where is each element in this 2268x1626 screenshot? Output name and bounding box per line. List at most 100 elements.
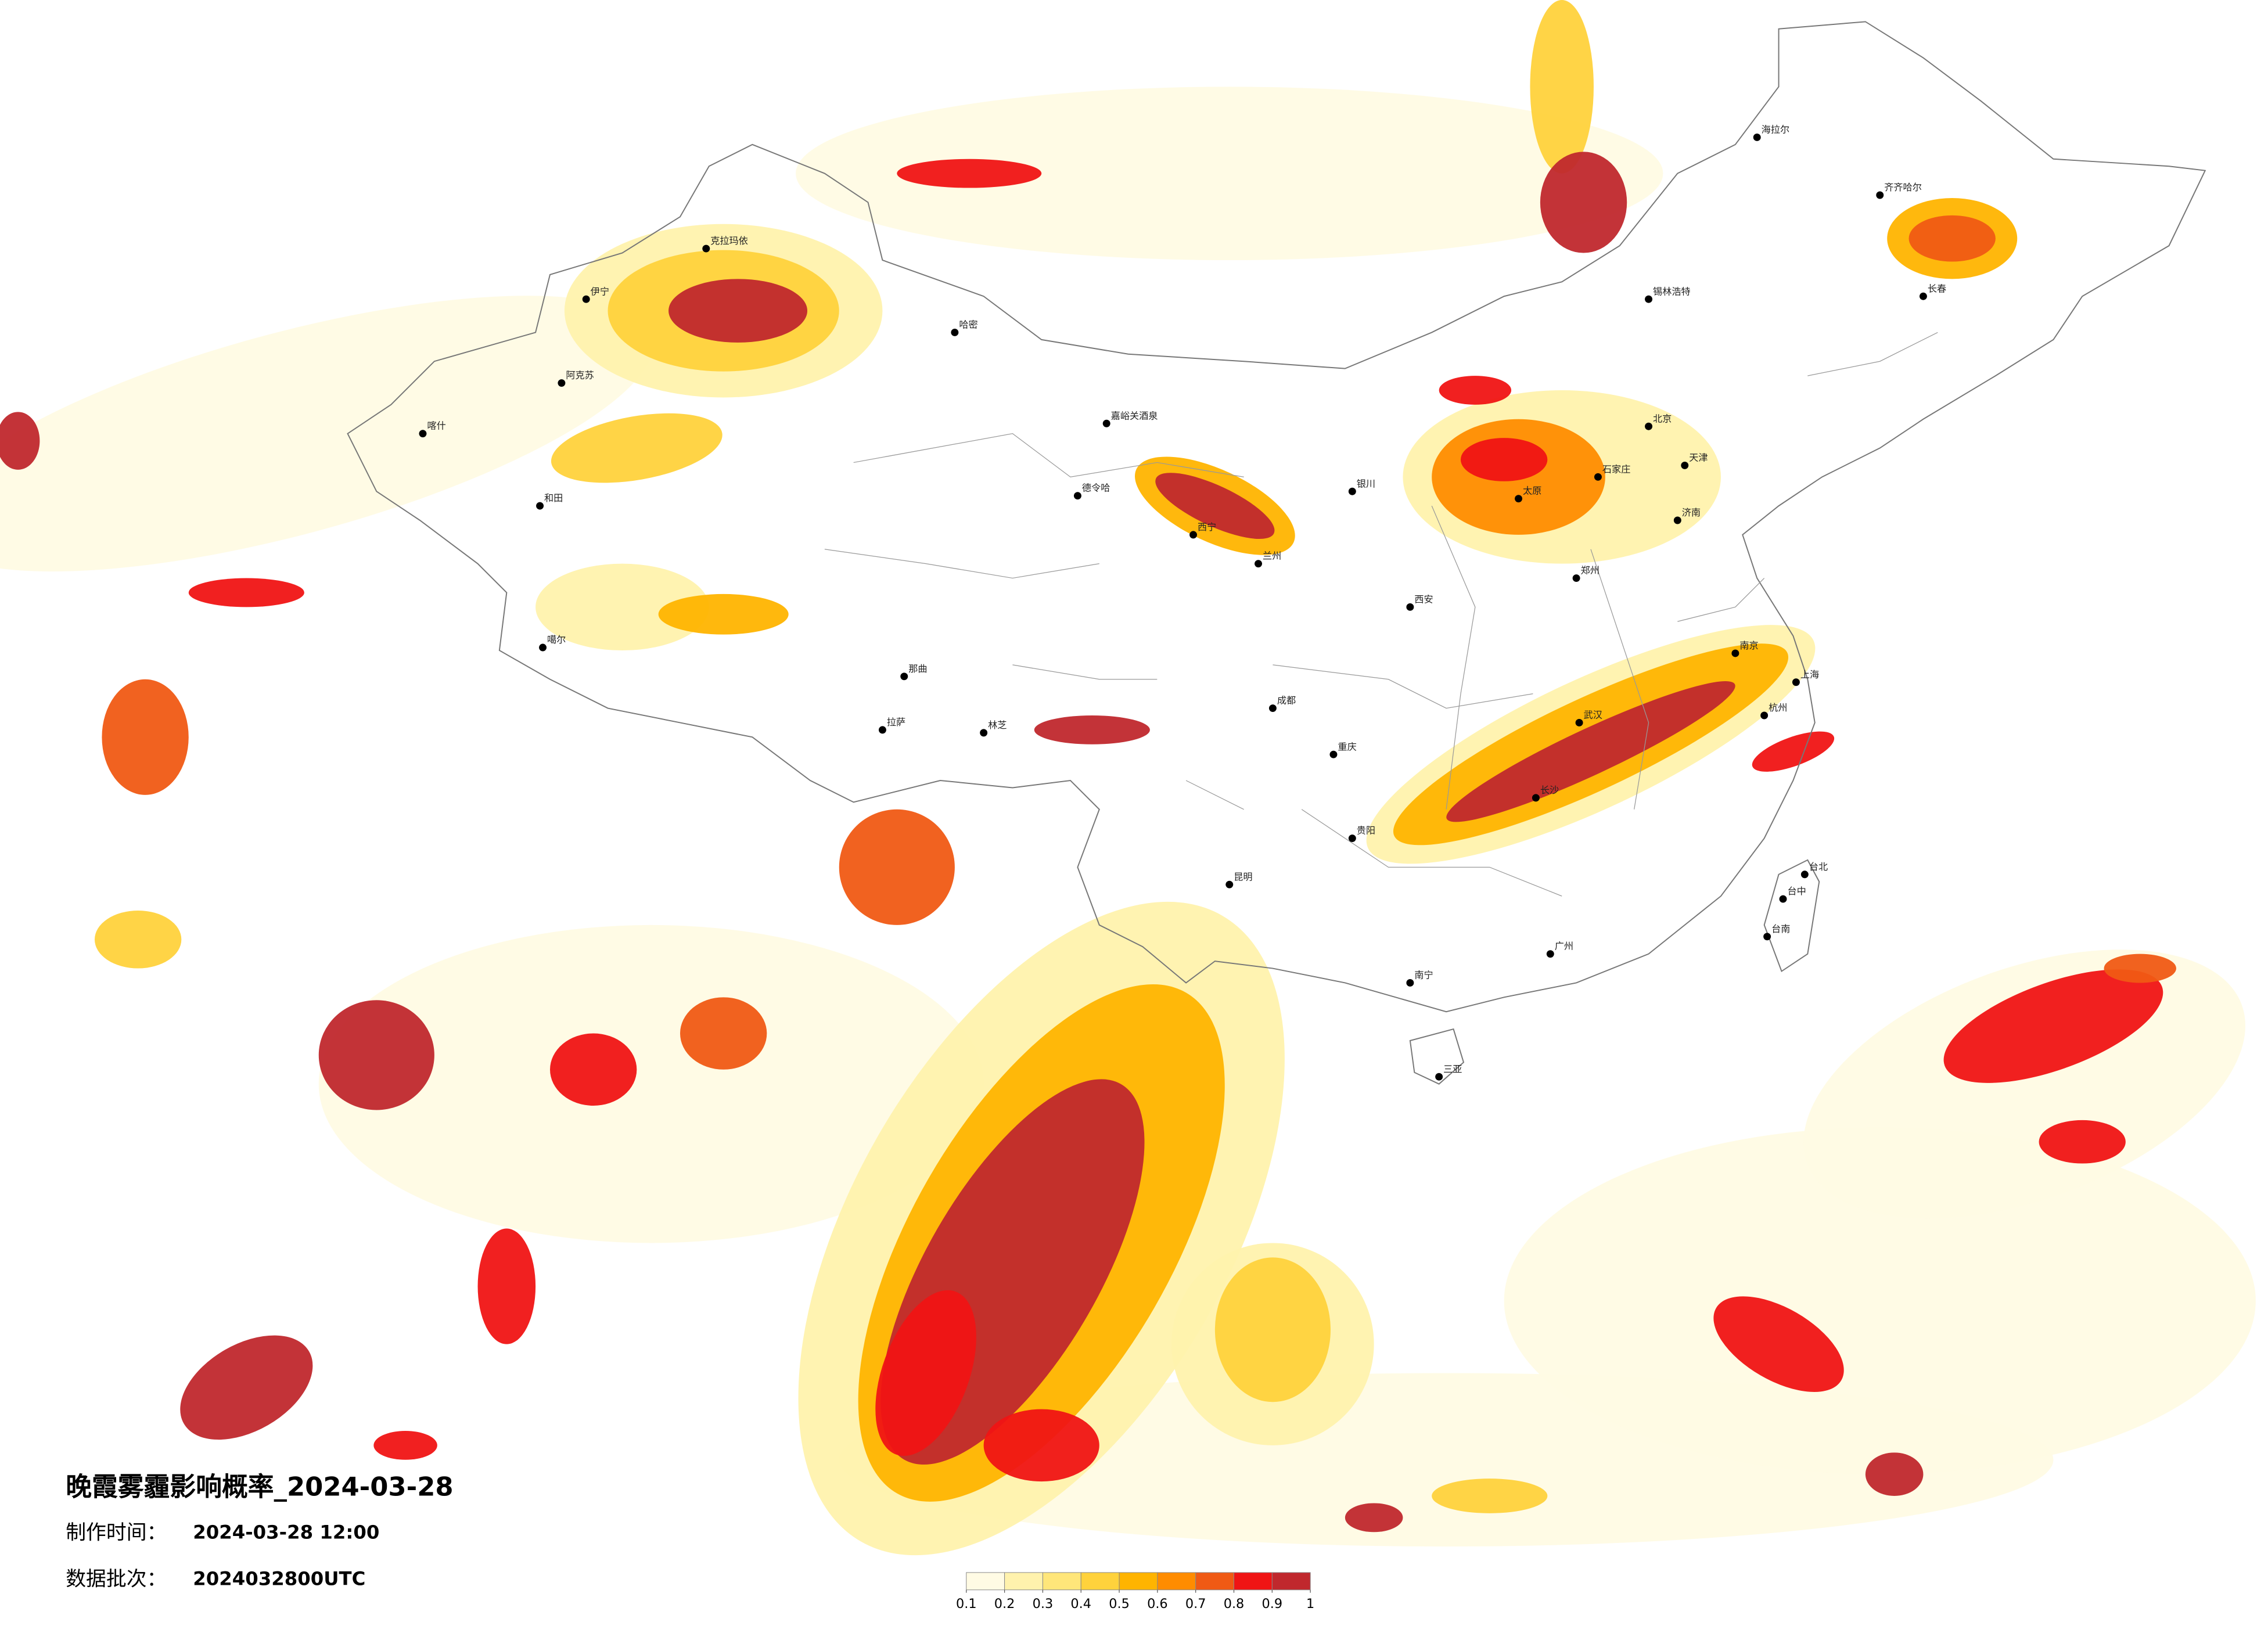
- haze-area: [1504, 1127, 2256, 1474]
- city-dot: [1435, 1073, 1443, 1081]
- city-label: 郑州: [1581, 565, 1600, 576]
- city-dot: [1792, 678, 1800, 686]
- haze-area: [2039, 1120, 2126, 1164]
- colorbar-swatch: [1157, 1572, 1196, 1591]
- city-label: 太原: [1523, 485, 1541, 497]
- haze-area: [1865, 1452, 1924, 1496]
- haze-area: [94, 911, 182, 969]
- city-label: 重庆: [1338, 741, 1356, 752]
- city-label: 南京: [1739, 640, 1758, 651]
- city-dot: [1645, 295, 1653, 303]
- haze-area: [1155, 473, 1275, 539]
- city-dot: [1760, 711, 1769, 720]
- colorbar-swatch: [966, 1572, 1005, 1591]
- haze-area: [1446, 681, 1735, 822]
- city-dot: [1919, 292, 1927, 300]
- haze-area: [102, 679, 189, 795]
- city-label: 和田: [544, 492, 563, 503]
- colorbar-tick-label: 0.5: [1109, 1596, 1130, 1611]
- city-label: 兰州: [1263, 551, 1281, 562]
- city-dot: [1546, 950, 1554, 958]
- city-label: 克拉玛依: [710, 235, 748, 246]
- city-label: 石家庄: [1602, 463, 1630, 474]
- city-dot: [1800, 870, 1809, 879]
- haze-area: [1540, 152, 1627, 253]
- province-lines: [824, 332, 1938, 897]
- country-outline: [347, 21, 2206, 1013]
- haze-area: [318, 924, 984, 1243]
- city-label: 西安: [1414, 593, 1433, 605]
- city-label: 齐齐哈尔: [1884, 182, 1922, 193]
- haze-area: [658, 593, 789, 635]
- city-dot: [1763, 933, 1771, 941]
- city-label: 西宁: [1198, 521, 1216, 533]
- city-label: 贵阳: [1357, 825, 1375, 836]
- city-dot: [1255, 560, 1263, 568]
- colorbar-tick-label: 0.2: [994, 1596, 1015, 1611]
- city-dot: [702, 244, 710, 253]
- haze-area: [2104, 954, 2176, 983]
- haze-area: [875, 1290, 976, 1456]
- haze-area: [897, 159, 1042, 188]
- info-value: 2024032800UTC: [193, 1567, 365, 1589]
- haze-area: [0, 296, 654, 572]
- haze-area: [188, 578, 304, 607]
- haze-area: [1345, 1503, 1403, 1533]
- city-dot: [419, 430, 427, 438]
- city-label: 广州: [1555, 941, 1573, 952]
- colorbar-tick-label: 0.4: [1070, 1596, 1091, 1611]
- colorbar-swatch: [1042, 1572, 1081, 1591]
- city-dot: [878, 726, 886, 734]
- city-dot: [1532, 794, 1540, 802]
- city-label: 昆明: [1234, 871, 1252, 882]
- colorbar-tick-label: 0.8: [1224, 1596, 1245, 1611]
- city-dot: [1348, 834, 1356, 843]
- colorbar-tick-label: 0.3: [1033, 1596, 1054, 1611]
- haze-area: [1752, 731, 1835, 772]
- city-label: 杭州: [1769, 702, 1787, 713]
- colorbar-swatch: [1119, 1572, 1158, 1591]
- haze-area: [796, 87, 1663, 261]
- haze-area: [839, 809, 955, 925]
- city-dot: [582, 295, 590, 303]
- city-label: 哈密: [959, 319, 977, 330]
- city-label: 天津: [1689, 452, 1708, 463]
- city-dot: [1572, 574, 1580, 582]
- city-dot: [900, 672, 908, 681]
- city-dot: [1876, 191, 1884, 199]
- city-dot: [1515, 495, 1523, 503]
- haze-area: [551, 413, 723, 483]
- city-dot: [1102, 419, 1110, 427]
- colorbar: 0.1 0.2 0.3 0.4 0.5 0.6 0.7 0.8 0.9 1: [956, 1572, 1314, 1611]
- hainan-outline: [1409, 1028, 1465, 1085]
- city-label: 武汉: [1584, 709, 1602, 720]
- city-label: 阿克苏: [566, 370, 594, 381]
- city-dot: [539, 643, 547, 652]
- haze-area: [180, 1335, 313, 1440]
- city-dot: [1575, 718, 1583, 726]
- city-dot: [1779, 895, 1787, 903]
- city-label: 台北: [1809, 861, 1828, 872]
- city-label: 长春: [1928, 283, 1946, 294]
- city-label: 海拉尔: [1762, 124, 1789, 135]
- haze-area: [983, 1409, 1099, 1482]
- city-dot: [1731, 649, 1739, 657]
- haze-area: [535, 563, 709, 650]
- haze-area: [0, 412, 40, 470]
- city-label: 喀什: [427, 420, 445, 431]
- city-dot: [1594, 473, 1602, 481]
- haze-area: [1432, 1478, 1548, 1513]
- city-label: 南宁: [1414, 970, 1433, 981]
- city-dot: [1073, 492, 1081, 500]
- city-label: 银川: [1357, 478, 1375, 489]
- city-label: 噶尔: [547, 634, 566, 645]
- colorbar-swatch: [1080, 1572, 1120, 1591]
- city-dot: [1225, 880, 1234, 888]
- city-label: 上海: [1800, 669, 1819, 680]
- city-dot: [1406, 979, 1414, 987]
- city-dot: [1753, 133, 1761, 141]
- city-dot: [558, 379, 566, 387]
- haze-area: [1908, 215, 1996, 262]
